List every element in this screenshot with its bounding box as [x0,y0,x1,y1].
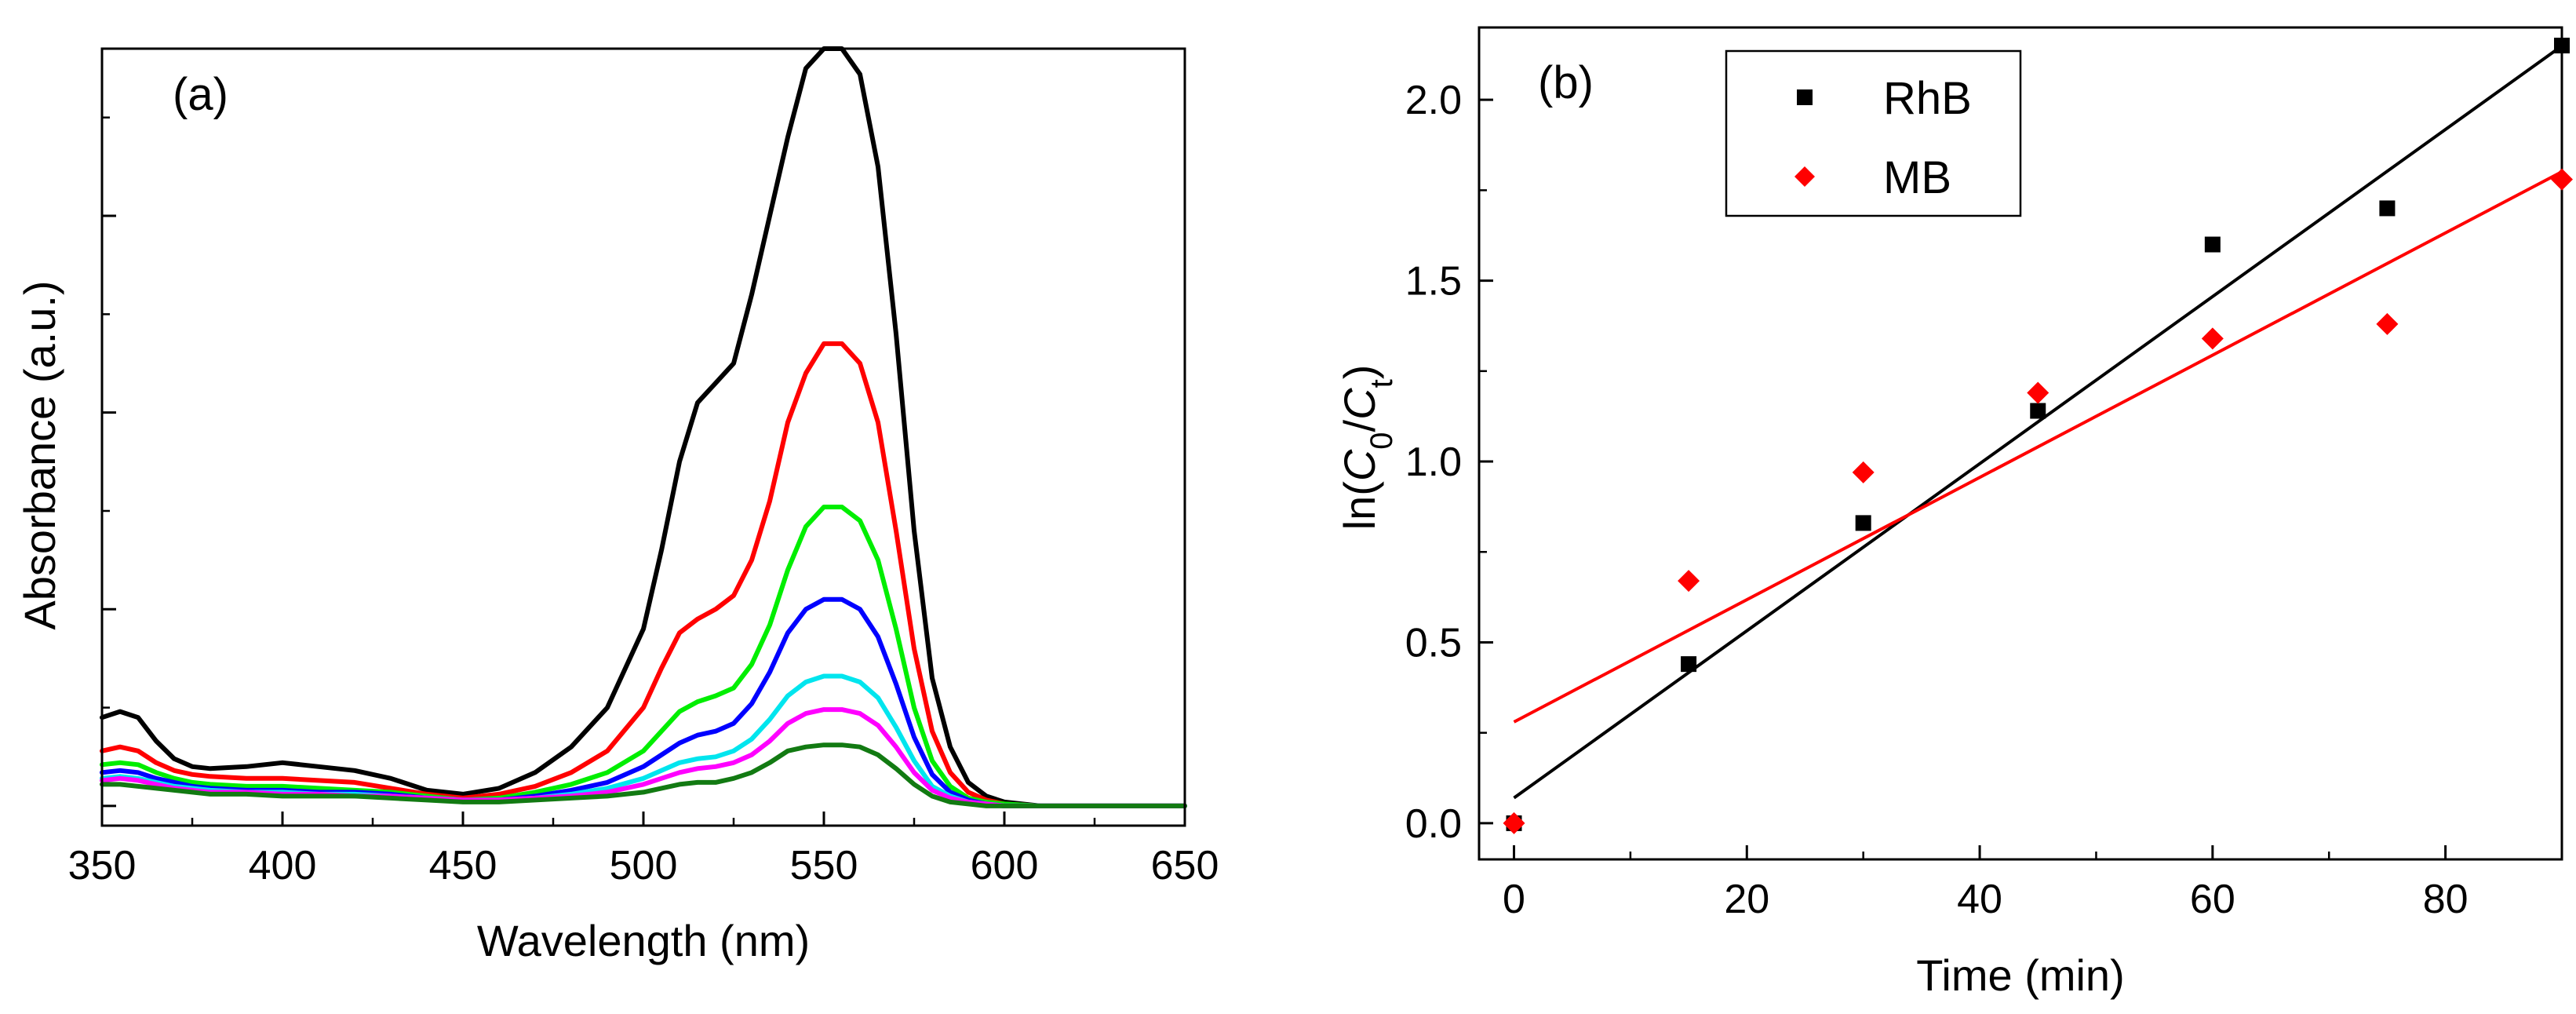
panel-b-y-tick-label: 0.5 [1405,620,1462,666]
data-point-rhb [2030,403,2046,419]
panel-b-x-axis-title: Time (min) [1916,950,2124,1000]
data-point-rhb [1681,656,1697,673]
panel-b-plot-frame [1477,26,2563,861]
data-point-mb [1852,461,1875,483]
panel-b-y-tick-label: 1.5 [1405,259,1462,305]
panel-b-legend: RhB MB [1725,49,2022,217]
data-point-rhb [1855,515,1871,531]
fit-line-rhb [1513,44,2563,800]
spectrum-line-90-min [100,742,1187,808]
panel-b-x-tick-label: 40 [1957,877,2002,922]
panel-b-x-tick-label: 60 [2190,877,2235,922]
panel-a-series-group [100,46,1187,808]
panel-b-y-axis-title: ln(C0/Ct) [1335,365,1399,531]
legend-mb-marker [1794,166,1815,187]
panel-b-x-tick-label: 0 [1503,877,1525,922]
data-point-rhb [2554,38,2570,54]
fit-line-mb [1513,170,2563,724]
data-point-rhb [2204,236,2221,253]
panel-a-x-tick-label: 500 [610,843,678,888]
legend-rhb-label: RhB [1883,73,1972,124]
spectrum-line-30-min [100,505,1187,808]
spectrum-line-15-min [100,341,1187,808]
panel-a-x-tick-label: 650 [1151,843,1219,888]
legend-box [1725,49,2022,217]
panel-b-y-tick-label: 0.0 [1405,801,1462,847]
panel-a-y-axis-title: Absorbance (a.u.) [15,280,64,629]
panel-b-x-tick-label: 20 [1724,877,1769,922]
legend-mb-label: MB [1883,152,1951,203]
panel-b-data-points [1503,38,2573,834]
data-point-mb [2376,312,2399,335]
data-point-mb [2027,381,2050,404]
panel-b-y-tick-label: 2.0 [1405,78,1462,123]
data-point-mb [1503,812,1525,834]
panel-a-x-tick-label: 400 [249,843,317,888]
panel-a-x-tick-label: 350 [68,843,137,888]
panel-b-kinetics-chart: 0 20 40 60 800.00.51.01.52.0 (b) Time (min) … [1335,26,2573,1000]
panel-a-spectra-chart: 350 400 450 500 550 600 650 (a) Wavelength (nm… [15,46,1219,965]
data-point-mb [2551,168,2573,191]
panel-a-x-axis-title: Wavelength (nm) [477,916,810,965]
panel-a-x-tick-label: 550 [790,843,858,888]
panel-a-label: (a) [173,69,228,120]
panel-b-y-tick-label: 1.0 [1405,440,1462,485]
panel-b-x-tick-label: 80 [2423,877,2469,922]
panel-b-ticks: 0 20 40 60 80 0.0 0.5 1.0 1.5 2.0 [1405,78,2469,922]
data-point-mb [2201,327,2224,350]
panel-a-x-tick-label: 450 [429,843,497,888]
legend-rhb-marker [1797,89,1813,105]
spectrum-line-0-min [100,46,1187,808]
data-point-rhb [2379,200,2396,217]
data-point-mb [1678,570,1700,593]
panel-b-fit-lines [1513,44,2563,800]
panel-b-label: (b) [1538,57,1594,108]
panel-a-x-tick-label: 600 [971,843,1039,888]
panel-a-ticks: 350 400 450 500 550 600 650 [68,116,1219,888]
